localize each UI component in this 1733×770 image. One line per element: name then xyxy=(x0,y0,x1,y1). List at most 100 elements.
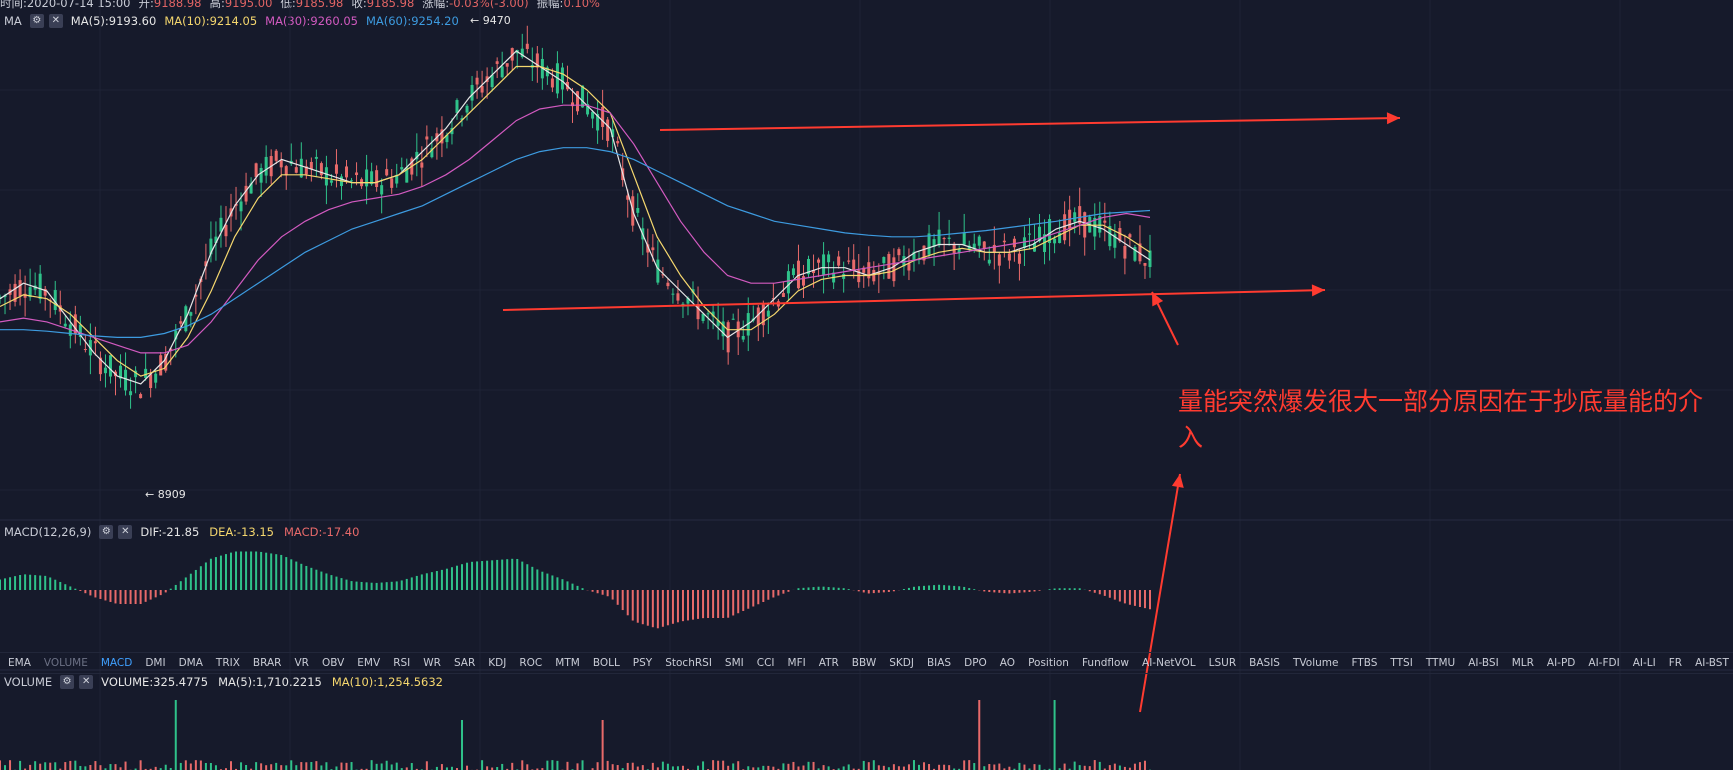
candle-body xyxy=(149,374,153,389)
tab-position[interactable]: Position xyxy=(1028,657,1069,669)
tab-psy[interactable]: PSY xyxy=(632,657,653,669)
tab-rsi[interactable]: RSI xyxy=(393,657,411,669)
volume-label: VOLUME xyxy=(4,675,53,689)
tab-cci[interactable]: CCI xyxy=(756,657,775,669)
tab-fundflow[interactable]: Fundflow xyxy=(1081,657,1130,669)
volume-bar xyxy=(722,760,725,770)
volume-bar xyxy=(29,764,32,770)
volume-bar xyxy=(169,767,172,770)
indicator-tabs: EMA VOLUME MACD DMI DMA TRIX BRAR VR OBV EMV RSI WR… xyxy=(0,652,1733,674)
tab-stochrsi[interactable]: StochRSI xyxy=(665,657,712,669)
volume-bar xyxy=(360,768,363,770)
tab-kdj[interactable]: KDJ xyxy=(488,657,507,669)
candle-body xyxy=(214,236,218,244)
candle-body xyxy=(1138,243,1142,262)
tab-smi[interactable]: SMI xyxy=(724,657,744,669)
volume-bar xyxy=(697,765,700,770)
volume-bar xyxy=(988,764,991,770)
volume-bar xyxy=(757,767,760,770)
candle-body xyxy=(18,280,22,297)
tab-boll[interactable]: BOLL xyxy=(592,657,620,669)
tab-mlr[interactable]: MLR xyxy=(1511,657,1534,669)
volume-bar xyxy=(576,763,579,770)
tab-macd[interactable]: MACD xyxy=(100,657,133,669)
tab-ema[interactable]: EMA xyxy=(8,657,31,669)
tab-ao[interactable]: AO xyxy=(999,657,1016,669)
tab-lsur[interactable]: LSUR xyxy=(1208,657,1237,669)
volume-bar xyxy=(1038,764,1041,770)
tab-sar[interactable]: SAR xyxy=(453,657,476,669)
tab-mtm[interactable]: MTM xyxy=(555,657,580,669)
volume-bar xyxy=(912,760,915,770)
tab-tvolume[interactable]: TVolume xyxy=(1292,657,1339,669)
volume-bar xyxy=(59,768,62,770)
candle-body xyxy=(716,320,720,326)
candle-body xyxy=(274,150,278,161)
volume-bar xyxy=(983,766,986,770)
close-icon[interactable]: ✕ xyxy=(118,525,133,539)
volume-bar xyxy=(440,764,443,770)
volume-bar xyxy=(917,764,920,770)
volume-bar xyxy=(948,765,951,770)
tab-ttmu[interactable]: TTMU xyxy=(1425,657,1456,669)
tab-emv[interactable]: EMV xyxy=(357,657,381,669)
settings-icon[interactable]: ⚙ xyxy=(29,14,44,28)
volume-bar xyxy=(907,764,910,770)
close-icon[interactable]: ✕ xyxy=(48,14,63,28)
volume-bar xyxy=(194,760,197,770)
tab-ttsi[interactable]: TTSI xyxy=(1390,657,1413,669)
volume-bar xyxy=(74,760,77,770)
tab-dma[interactable]: DMA xyxy=(178,657,203,669)
tab-bias[interactable]: BIAS xyxy=(926,657,952,669)
volume-bar xyxy=(1103,768,1106,770)
candle-body xyxy=(299,158,303,178)
tab-ai-netvol[interactable]: AI-NetVOL xyxy=(1142,657,1196,669)
tab-skdj[interactable]: SKDJ xyxy=(889,657,914,669)
tab-ai-bst[interactable]: AI-BST xyxy=(1695,657,1729,669)
tab-brar[interactable]: BRAR xyxy=(252,657,282,669)
candle-body xyxy=(786,271,790,294)
tab-ai-bsi[interactable]: AI-BSI xyxy=(1468,657,1499,669)
tab-fr[interactable]: FR xyxy=(1668,657,1683,669)
tab-ai-fdi[interactable]: AI-FDI xyxy=(1588,657,1620,669)
volume-bar xyxy=(902,766,905,770)
tab-trix[interactable]: TRIX xyxy=(215,657,240,669)
settings-icon[interactable]: ⚙ xyxy=(99,525,114,539)
tab-roc[interactable]: ROC xyxy=(519,657,543,669)
volume-bar xyxy=(867,762,870,770)
tab-ftbs[interactable]: FTBS xyxy=(1351,657,1378,669)
tab-dpo[interactable]: DPO xyxy=(964,657,987,669)
ma-line-ma10 xyxy=(0,65,1151,377)
candle-body xyxy=(73,314,77,334)
volume-bar xyxy=(777,768,780,770)
candle-body xyxy=(525,43,529,49)
candle-body xyxy=(957,249,961,254)
candle-body xyxy=(108,355,112,377)
candle-body xyxy=(656,259,660,283)
tab-basis[interactable]: BASIS xyxy=(1249,657,1280,669)
tab-ai-pd[interactable]: AI-PD xyxy=(1546,657,1576,669)
tab-mfi[interactable]: MFI xyxy=(787,657,806,669)
candle-body xyxy=(596,113,600,131)
tab-ai-li[interactable]: AI-LI xyxy=(1632,657,1656,669)
tab-vr[interactable]: VR xyxy=(294,657,309,669)
volume-bar xyxy=(787,763,790,770)
volume-bar xyxy=(676,766,679,770)
tab-volume[interactable]: VOLUME xyxy=(43,657,88,669)
tab-obv[interactable]: OBV xyxy=(321,657,345,669)
ohlc-value: 0.10% xyxy=(563,0,600,10)
tab-atr[interactable]: ATR xyxy=(818,657,839,669)
volume-bar xyxy=(290,760,293,770)
candle-body xyxy=(1113,234,1117,248)
candle-body xyxy=(480,85,484,93)
tab-bbw[interactable]: BBW xyxy=(851,657,877,669)
volume-bar xyxy=(762,765,765,770)
candle-body xyxy=(1123,245,1127,259)
tab-wr[interactable]: WR xyxy=(423,657,441,669)
tab-dmi[interactable]: DMI xyxy=(145,657,166,669)
candle-body xyxy=(455,100,459,113)
candle-body xyxy=(319,163,323,176)
volume-bar xyxy=(390,764,393,770)
close-icon[interactable]: ✕ xyxy=(79,675,94,689)
settings-icon[interactable]: ⚙ xyxy=(60,675,75,689)
